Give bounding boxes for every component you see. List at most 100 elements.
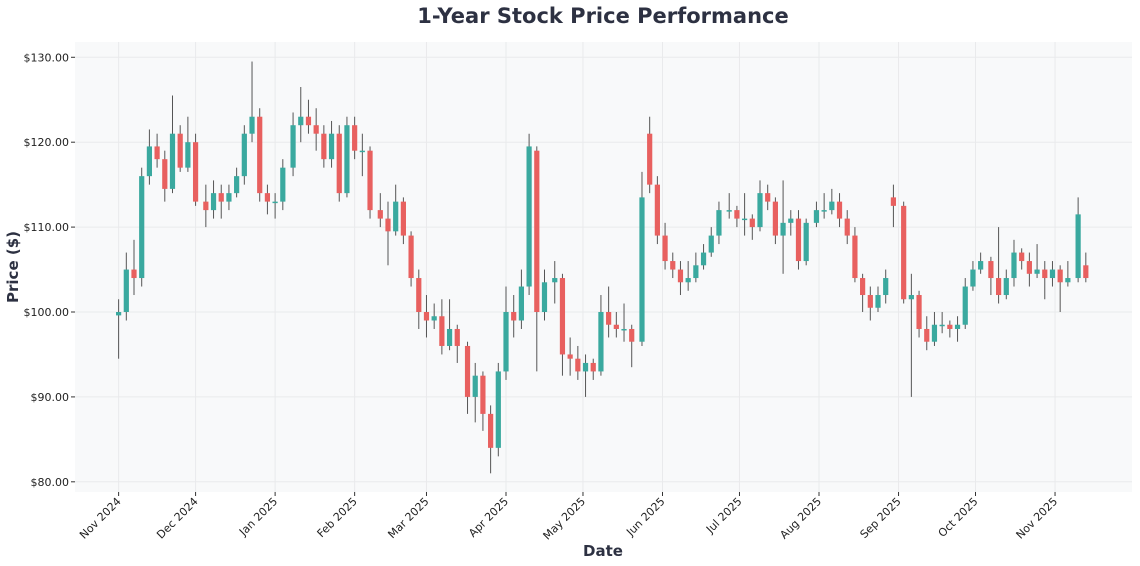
candle-body <box>185 142 191 168</box>
candle-body <box>954 324 961 329</box>
candle-body <box>613 324 619 329</box>
candle-body <box>192 142 199 202</box>
candle-body <box>978 261 984 270</box>
candle-up <box>280 159 286 211</box>
candle-body <box>541 282 548 312</box>
candle-body <box>829 201 835 211</box>
candle-body <box>154 146 160 160</box>
candle-body <box>700 252 707 266</box>
candle-body <box>352 125 358 151</box>
candle-up <box>742 193 748 236</box>
candle-down <box>559 273 566 376</box>
candle-down <box>408 231 414 287</box>
candle-up <box>803 218 809 266</box>
candle-down <box>654 176 660 245</box>
candle-body <box>995 278 1002 296</box>
candle-down <box>218 184 224 219</box>
candle-body <box>813 210 820 223</box>
candle-down <box>734 205 740 228</box>
candle-body <box>749 218 755 228</box>
x-tick-label: Jan 2025 <box>236 495 280 539</box>
candle-up <box>598 295 604 376</box>
candle-down <box>162 150 168 202</box>
candle-body <box>423 312 430 321</box>
candle-body <box>464 345 471 397</box>
candle-body <box>742 218 748 221</box>
x-tick-label: Oct 2025 <box>936 495 981 540</box>
candle-up <box>708 227 714 257</box>
candle-body <box>169 133 176 189</box>
candle-up <box>1003 269 1009 300</box>
y-tick-label: $130.00 <box>24 51 70 64</box>
candle-body <box>654 184 660 236</box>
candle-body <box>908 295 914 300</box>
candle-down <box>765 184 771 211</box>
candle-down <box>860 273 866 312</box>
candle-down <box>629 324 635 368</box>
candle-down <box>606 286 612 338</box>
candle-body <box>693 265 699 279</box>
candle-body <box>313 125 319 134</box>
candle-body <box>139 176 145 279</box>
candle-body <box>582 362 589 372</box>
x-tick-label: Dec 2024 <box>154 495 201 542</box>
candle-body <box>162 159 168 189</box>
candle-down <box>567 337 573 376</box>
candle-down <box>647 116 653 194</box>
candle-body <box>1042 269 1048 279</box>
candle-down <box>852 227 858 283</box>
y-tick-label: $120.00 <box>24 136 70 149</box>
candle-down <box>336 125 342 202</box>
candle-body <box>621 328 627 331</box>
candle-down <box>203 184 209 228</box>
candle-up <box>210 180 217 219</box>
candle-down <box>772 197 778 245</box>
candle-body <box>534 150 540 312</box>
gridlines <box>75 42 1132 492</box>
candle-up <box>908 273 914 397</box>
candle-up <box>1075 197 1081 283</box>
candle-down <box>488 405 494 474</box>
candle-down <box>924 316 930 351</box>
candle-body <box>495 371 501 448</box>
candle-up <box>1011 239 1017 287</box>
candle-down <box>988 256 994 296</box>
candle-body <box>123 269 129 312</box>
candle-up <box>978 252 984 274</box>
candle-body <box>336 133 342 194</box>
candle-down <box>423 295 430 338</box>
candle-body <box>598 312 604 372</box>
candle-body <box>860 278 866 296</box>
candle-down <box>1057 265 1063 312</box>
candle-body <box>639 197 645 342</box>
candle-up <box>446 299 453 351</box>
candle-body <box>890 197 897 206</box>
candle-down <box>154 133 160 168</box>
candle-up <box>503 286 509 380</box>
x-tick-label: Apr 2025 <box>466 495 511 540</box>
candle-body <box>377 210 383 219</box>
candle-body <box>875 295 881 308</box>
candle-body <box>431 316 437 321</box>
y-tick-label: $80.00 <box>31 476 70 489</box>
candle-down <box>313 108 319 151</box>
candle-down <box>749 214 755 240</box>
candle-body <box>305 116 312 126</box>
candle-up <box>272 193 278 219</box>
candle-body <box>1026 261 1032 274</box>
candle-body <box>241 133 247 177</box>
x-tick-label: May 2025 <box>541 495 589 543</box>
candle-body <box>272 201 278 204</box>
x-tick-label: Aug 2025 <box>777 495 824 542</box>
candle-body <box>1075 214 1081 279</box>
candle-up <box>726 193 732 219</box>
candle-up <box>393 184 399 236</box>
candle-up <box>685 261 691 291</box>
candle-body <box>480 375 486 414</box>
candle-up <box>757 180 763 232</box>
candle-up <box>693 252 699 283</box>
x-tick-label: Jul 2025 <box>703 495 745 537</box>
y-tick-label: $110.00 <box>24 221 70 234</box>
candle-down <box>131 239 137 296</box>
candle-up <box>123 252 129 321</box>
